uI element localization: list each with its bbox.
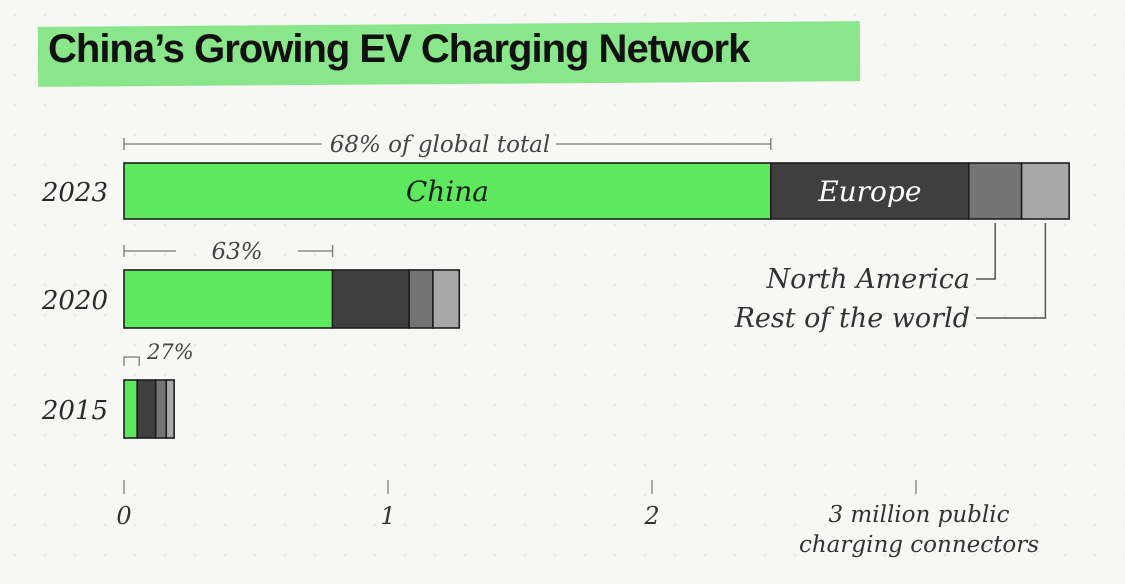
bar-2020-north-america: [408, 269, 434, 329]
bar-2015-europe: [136, 379, 157, 439]
bar-2023-europe: [769, 162, 970, 220]
bar-2023-rest-of-the-world: [1020, 162, 1070, 220]
bar-2015-north-america: [154, 379, 168, 439]
share-label-2020: 63%: [211, 239, 262, 265]
bar-label-europe: Europe: [817, 175, 921, 208]
bar-2015-rest-of-the-world: [165, 379, 175, 439]
category-label-2023: 2023: [41, 178, 108, 208]
share-bracket-2020: [123, 245, 334, 257]
bar-label-china: China: [406, 175, 489, 208]
x-unit-label: 3 million public charging connectors: [799, 502, 1039, 558]
share-bracket-2015: [123, 356, 140, 366]
label-rest-of-world: Rest of the world: [734, 303, 970, 334]
bar-2020-china: [123, 269, 334, 329]
share-label-2015: 27%: [146, 340, 194, 364]
x-unit-label-line2: charging connectors: [799, 532, 1039, 558]
bar-2023-china: [123, 162, 772, 220]
leader-north-america: [976, 223, 996, 280]
tick-label-2: 2: [643, 502, 659, 530]
tick-label-0: 0: [116, 502, 131, 530]
share-bracket-2023: [123, 138, 772, 150]
bar-2023-north-america: [967, 162, 1023, 220]
category-label-2015: 2015: [41, 396, 108, 426]
bar-2015-china: [123, 379, 138, 439]
leader-rest-of-world: [976, 223, 1047, 319]
category-label-2020: 2020: [41, 286, 108, 316]
share-label-2023: 68% of global total: [330, 132, 551, 158]
chart-title: China’s Growing EV Charging Network: [48, 27, 750, 71]
tick-label-1: 1: [380, 502, 395, 530]
label-north-america: North America: [766, 264, 970, 295]
bar-2020-rest-of-the-world: [432, 269, 461, 329]
bar-2020-europe: [331, 269, 410, 329]
x-unit-label-line1: 3 million public: [828, 502, 1009, 528]
